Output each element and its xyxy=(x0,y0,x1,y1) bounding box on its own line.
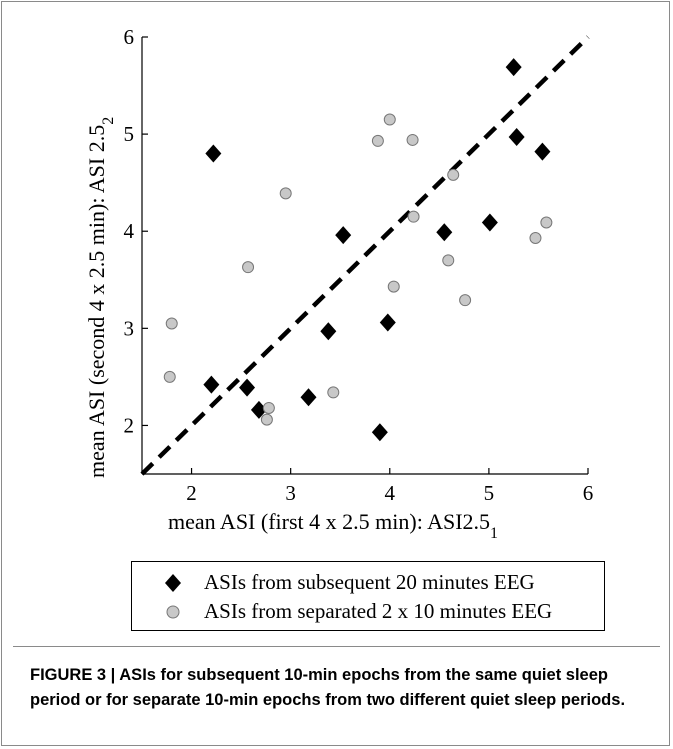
y-tick-label: 6 xyxy=(124,25,135,49)
circle-data-point xyxy=(327,386,340,399)
circle-data-point xyxy=(262,401,275,414)
diamond-data-point xyxy=(508,128,525,147)
x-tick-label: 3 xyxy=(285,481,296,505)
diamond-data-point xyxy=(371,423,388,442)
figure-caption: FIGURE 3 | ASIs for subsequent 10-min ep… xyxy=(30,666,626,709)
diamond-data-point xyxy=(379,313,396,332)
circle-data-point xyxy=(529,232,542,245)
diamond-data-point xyxy=(320,322,337,341)
circle-data-point xyxy=(260,413,273,426)
circle-data-point xyxy=(540,216,553,229)
circle-marker-icon xyxy=(166,605,180,619)
y-tick-label: 5 xyxy=(124,122,135,146)
circle-data-point xyxy=(406,133,419,146)
circle-data-point xyxy=(165,317,178,330)
diamond-data-point xyxy=(534,142,551,161)
circle-data-point xyxy=(459,294,472,307)
legend: ASIs from subsequent 20 minutes EEG ASIs… xyxy=(131,561,605,631)
circle-data-point xyxy=(279,187,292,200)
circle-data-point xyxy=(387,280,400,293)
diamond-marker-icon xyxy=(165,574,181,592)
x-tick-label: 6 xyxy=(583,481,594,505)
diamond-data-point xyxy=(300,388,317,407)
diamond-data-point xyxy=(505,58,522,77)
legend-label-diamonds: ASIs from subsequent 20 minutes EEG xyxy=(204,570,535,594)
diamond-data-point xyxy=(481,213,498,232)
circle-data-point xyxy=(383,113,396,126)
y-tick-label: 2 xyxy=(124,413,135,437)
circle-data-point xyxy=(442,254,455,267)
diamond-data-point xyxy=(436,223,453,242)
caption-divider xyxy=(13,646,660,647)
circle-data-point xyxy=(163,370,176,383)
diamond-data-point xyxy=(239,378,256,397)
scatter-plot: 2 3 4 5 6 2 3 4 5 6 mean ASI (first 4 x 2.5 min):… xyxy=(84,25,594,542)
diamond-data-point xyxy=(205,144,222,163)
circle-data-point xyxy=(407,210,420,223)
diamond-data-point xyxy=(203,375,220,394)
y-tick-label: 3 xyxy=(124,316,135,340)
x-axis-label: mean ASI (first 4 x 2.5 min): ASI2.51 xyxy=(168,509,498,542)
circle-data-point xyxy=(371,134,384,147)
circle-data-point xyxy=(447,168,460,181)
x-tick-label: 4 xyxy=(385,481,396,505)
diamond-data-point xyxy=(250,400,267,419)
y-axis-label: mean ASI (second 4 x 2.5 min): ASI 2.52 xyxy=(84,117,117,478)
legend-label-circles: ASIs from separated 2 x 10 minutes EEG xyxy=(204,599,553,623)
y-tick-label: 4 xyxy=(124,219,135,243)
circle-data-point xyxy=(242,261,255,274)
x-tick-label: 5 xyxy=(484,481,495,505)
diamond-data-point xyxy=(335,226,352,245)
identity-reference-line xyxy=(140,35,590,476)
x-tick-label: 2 xyxy=(186,481,197,505)
